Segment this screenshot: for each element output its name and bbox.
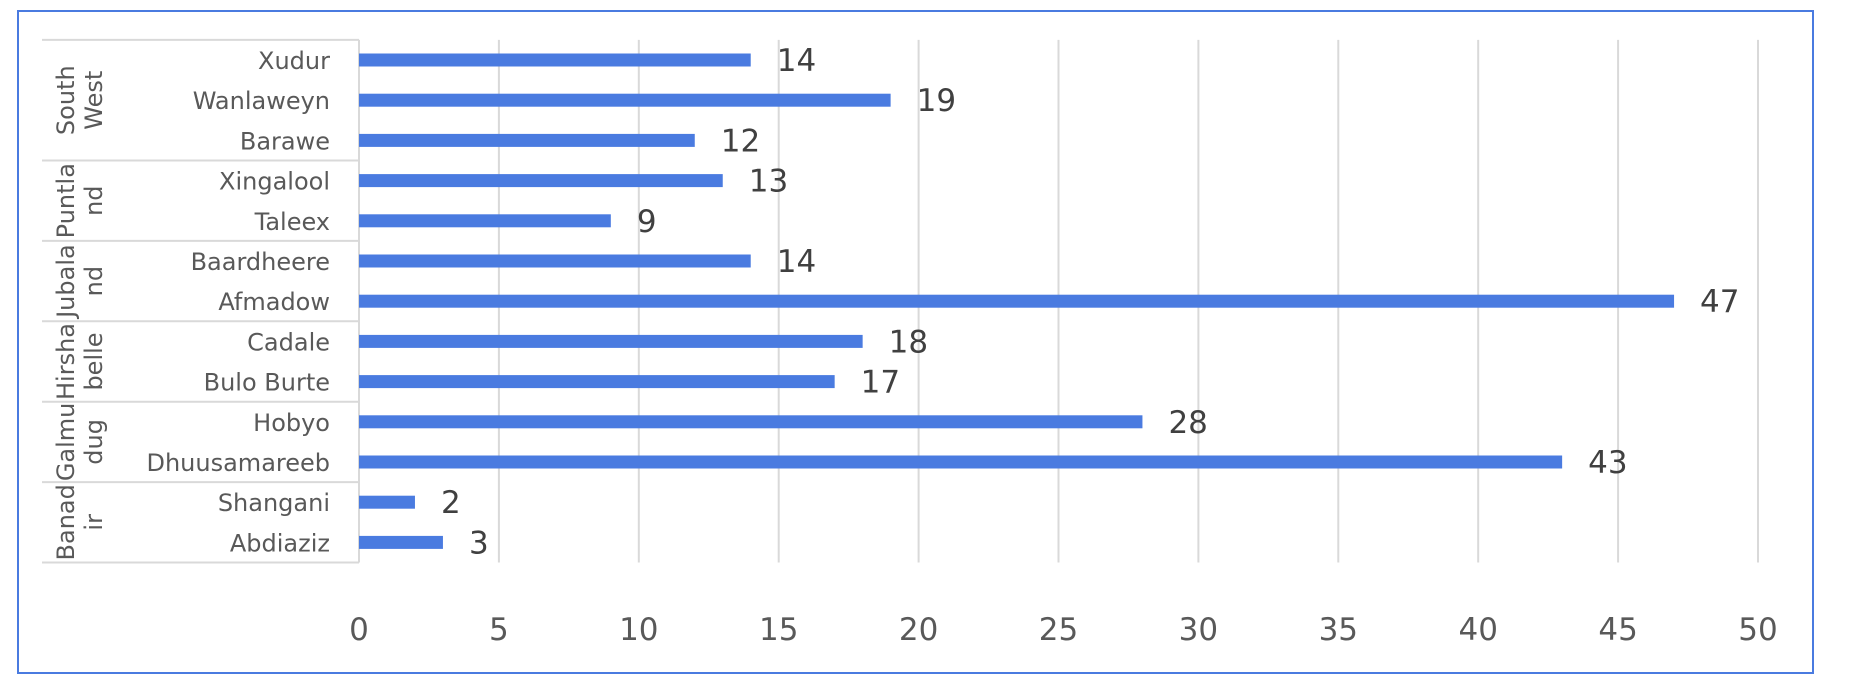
bar (359, 535, 443, 549)
bar (359, 133, 695, 147)
data-label: 17 (861, 365, 900, 401)
data-label: 28 (1168, 405, 1207, 441)
category-label: Hobyo (253, 409, 330, 437)
bar (359, 254, 751, 268)
x-tick-label: 25 (1039, 612, 1078, 648)
category-label: Barawe (240, 127, 330, 155)
x-tick-label: 30 (1179, 612, 1218, 648)
category-label: Shangani (218, 489, 330, 517)
data-labels: 14 19 12 13 9 14 47 18 17 28 43 23 (441, 43, 1740, 561)
category-label: Afmadow (218, 288, 330, 316)
data-label: 14 (777, 244, 816, 280)
group-label: Jubaland (52, 244, 108, 320)
bars (359, 53, 1675, 549)
data-label: 13 (749, 164, 788, 200)
category-label: Taleex (254, 208, 330, 236)
x-tick-label: 10 (619, 612, 658, 648)
data-label: 18 (889, 324, 928, 360)
bar (359, 375, 835, 389)
x-tick-label: 45 (1598, 612, 1637, 648)
category-label: Bulo Burte (204, 369, 330, 397)
data-label: 47 (1700, 284, 1739, 320)
category-label: Cadale (247, 328, 330, 356)
data-label: 2 (441, 485, 461, 521)
x-tick-label: 15 (759, 612, 798, 648)
category-label: Baardheere (191, 248, 330, 276)
group-label: Puntland (52, 163, 108, 238)
bar (359, 53, 751, 67)
group-label: Hirshabelle (52, 323, 108, 400)
data-label: 19 (917, 83, 956, 119)
bar (359, 495, 415, 509)
bar (359, 93, 891, 107)
bar (359, 455, 1563, 469)
category-label: Dhuusamareeb (146, 449, 330, 477)
group-label: SouthWest (52, 65, 108, 135)
category-labels: Xudur Wanlaweyn Barawe Xingalool Taleex Baard… (146, 47, 330, 557)
data-label: 43 (1588, 445, 1627, 481)
bar (359, 334, 863, 348)
bar (359, 415, 1143, 429)
category-label: Xudur (258, 47, 330, 75)
category-label: Xingalool (219, 168, 330, 196)
category-label: Abdiaziz (230, 529, 330, 557)
bar (359, 214, 611, 228)
group-labels: SouthWest Puntland JubalandHirshabelleGalm… (52, 65, 108, 560)
data-label: 12 (721, 123, 760, 159)
bar (359, 294, 1675, 308)
x-tick-label: 35 (1319, 612, 1358, 648)
group-label: Banadir (52, 484, 108, 560)
x-tick-labels: 0 5 10 15 20 25 30 35 40 45 50 (349, 612, 1778, 648)
category-label: Wanlaweyn (193, 87, 330, 115)
x-tick-label: 50 (1738, 612, 1777, 648)
x-tick-label: 20 (899, 612, 938, 648)
data-label: 9 (637, 204, 657, 240)
group-label: Galmudug (52, 403, 108, 482)
x-tick-label: 40 (1458, 612, 1497, 648)
data-label: 3 (469, 525, 489, 561)
data-label: 14 (777, 43, 816, 79)
x-tick-label: 0 (349, 612, 369, 648)
bar (359, 174, 723, 188)
x-tick-label: 5 (489, 612, 509, 648)
